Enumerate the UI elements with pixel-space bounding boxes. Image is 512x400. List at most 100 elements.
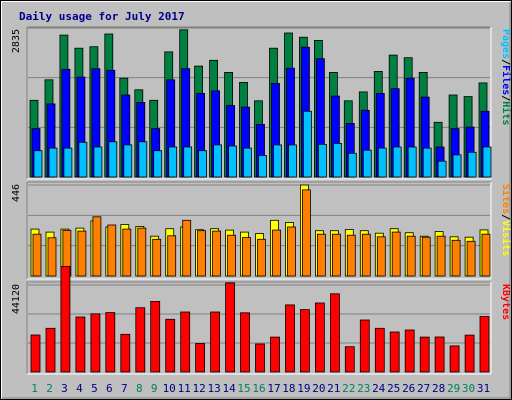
day-label-27: 27 [417,382,430,395]
bar-kbytes-day-29 [449,345,460,373]
day-label-13: 13 [207,382,220,395]
bar-pages-day-19 [302,110,312,178]
legend-entry-visits: Visits [500,220,511,256]
bar-sites-day-25 [391,231,401,277]
day-label-16: 16 [252,382,265,395]
day-labels: 1 2 3 4 5 6 7 8 9 10 11 12 13 14 15 16 17 18 19 20 21 22 23 24 2… [31,382,490,395]
day-label-6: 6 [106,382,113,395]
bar-sites-day-22 [346,234,356,277]
bar-pages-day-15 [243,147,252,178]
bar-sites-day-6 [107,224,117,277]
bar-sites-day-23 [361,233,371,277]
bar-kbytes-day-24 [374,327,385,373]
bar-pages-day-22 [347,152,357,178]
bar-kbytes-day-2 [45,327,56,373]
bar-pages-day-3 [63,147,73,178]
bar-pages-day-31 [482,146,492,178]
chart-title: Daily usage for July 2017 [19,10,185,23]
bar-kbytes-day-27 [419,336,430,373]
bar-kbytes-day-17 [270,336,280,373]
y-max-label: 2835 [11,29,22,53]
bar-kbytes-day-19 [299,309,310,373]
bar-pages-day-20 [317,143,327,178]
day-label-11: 11 [178,382,191,395]
bar-pages-day-9 [153,150,163,178]
bar-kbytes-day-13 [210,311,221,373]
legend-hits-files-pages: Pages/Files/Hits [500,29,511,125]
bar-pages-day-29 [452,154,462,178]
bar-kbytes-day-7 [120,333,131,373]
bar-kbytes-day-15 [240,312,250,373]
day-label-9: 9 [151,382,158,395]
bar-kbytes-day-10 [165,318,176,373]
day-label-24: 24 [372,382,386,395]
day-label-31: 31 [477,382,490,395]
bar-sites-day-15 [242,237,251,277]
bar-sites-day-5 [92,216,102,277]
y-max-label: 446 [11,184,22,202]
bar-sites-day-14 [227,234,237,277]
bar-pages-day-1 [33,150,43,178]
bar-kbytes-day-8 [135,307,146,373]
day-label-20: 20 [312,382,325,395]
legend-kbytes: KBytes [500,284,511,320]
bar-pages-day-2 [48,147,58,178]
legend-separator: / [500,95,511,101]
legend-entry-sites: Sites [500,184,511,214]
bar-sites-day-31 [481,233,491,277]
bar-kbytes-day-1 [30,334,41,373]
bar-kbytes-day-21 [329,293,340,373]
bar-pages-day-23 [362,149,372,178]
bar-kbytes-day-6 [105,312,116,373]
day-label-3: 3 [61,382,68,395]
bar-pages-day-14 [228,145,238,178]
day-label-17: 17 [267,382,280,395]
bar-sites-day-20 [316,233,326,277]
bar-sites-day-30 [466,240,476,277]
day-label-1: 1 [31,382,38,395]
bar-kbytes-day-31 [479,316,490,373]
bar-kbytes-day-12 [195,343,206,373]
bar-pages-day-13 [213,144,223,178]
bar-kbytes-day-5 [90,313,101,373]
day-label-5: 5 [91,382,98,395]
bar-pages-day-26 [407,146,417,178]
day-label-26: 26 [402,382,415,395]
bar-pages-day-6 [108,141,118,178]
bar-kbytes-day-4 [75,316,86,373]
bar-pages-day-4 [78,141,88,178]
bar-kbytes-day-25 [389,331,400,373]
bar-sites-day-2 [47,237,57,277]
day-label-12: 12 [192,382,205,395]
bar-sites-day-27 [421,236,431,277]
legend-entry-hits: Hits [500,101,511,125]
bar-pages-day-11 [183,146,193,178]
bar-kbytes-day-14 [225,282,236,373]
day-label-15: 15 [237,382,250,395]
bar-kbytes-day-16 [255,343,265,373]
bar-kbytes-day-30 [464,334,475,373]
bar-pages-day-25 [392,146,402,178]
day-label-7: 7 [121,382,128,395]
legend-entry-pages: Pages [500,29,511,59]
bar-sites-day-19 [301,189,311,277]
day-label-10: 10 [163,382,176,395]
day-label-8: 8 [136,382,143,395]
bar-pages-day-8 [138,141,148,178]
bar-sites-day-17 [272,229,281,277]
bar-sites-day-11 [182,219,192,277]
bar-kbytes-day-9 [150,300,161,373]
legend-separator: / [500,59,511,65]
bar-kbytes-day-20 [314,302,325,373]
day-label-30: 30 [462,382,475,395]
bar-pages-day-12 [198,150,208,178]
bar-kbytes-day-23 [359,319,370,373]
day-label-25: 25 [387,382,400,395]
bar-pages-day-7 [123,144,133,178]
legend-entry-files: Files [500,65,511,95]
bar-sites-day-13 [212,230,222,277]
bar-pages-day-10 [168,146,178,178]
bar-pages-day-24 [377,147,387,178]
bar-pages-day-18 [288,144,297,178]
